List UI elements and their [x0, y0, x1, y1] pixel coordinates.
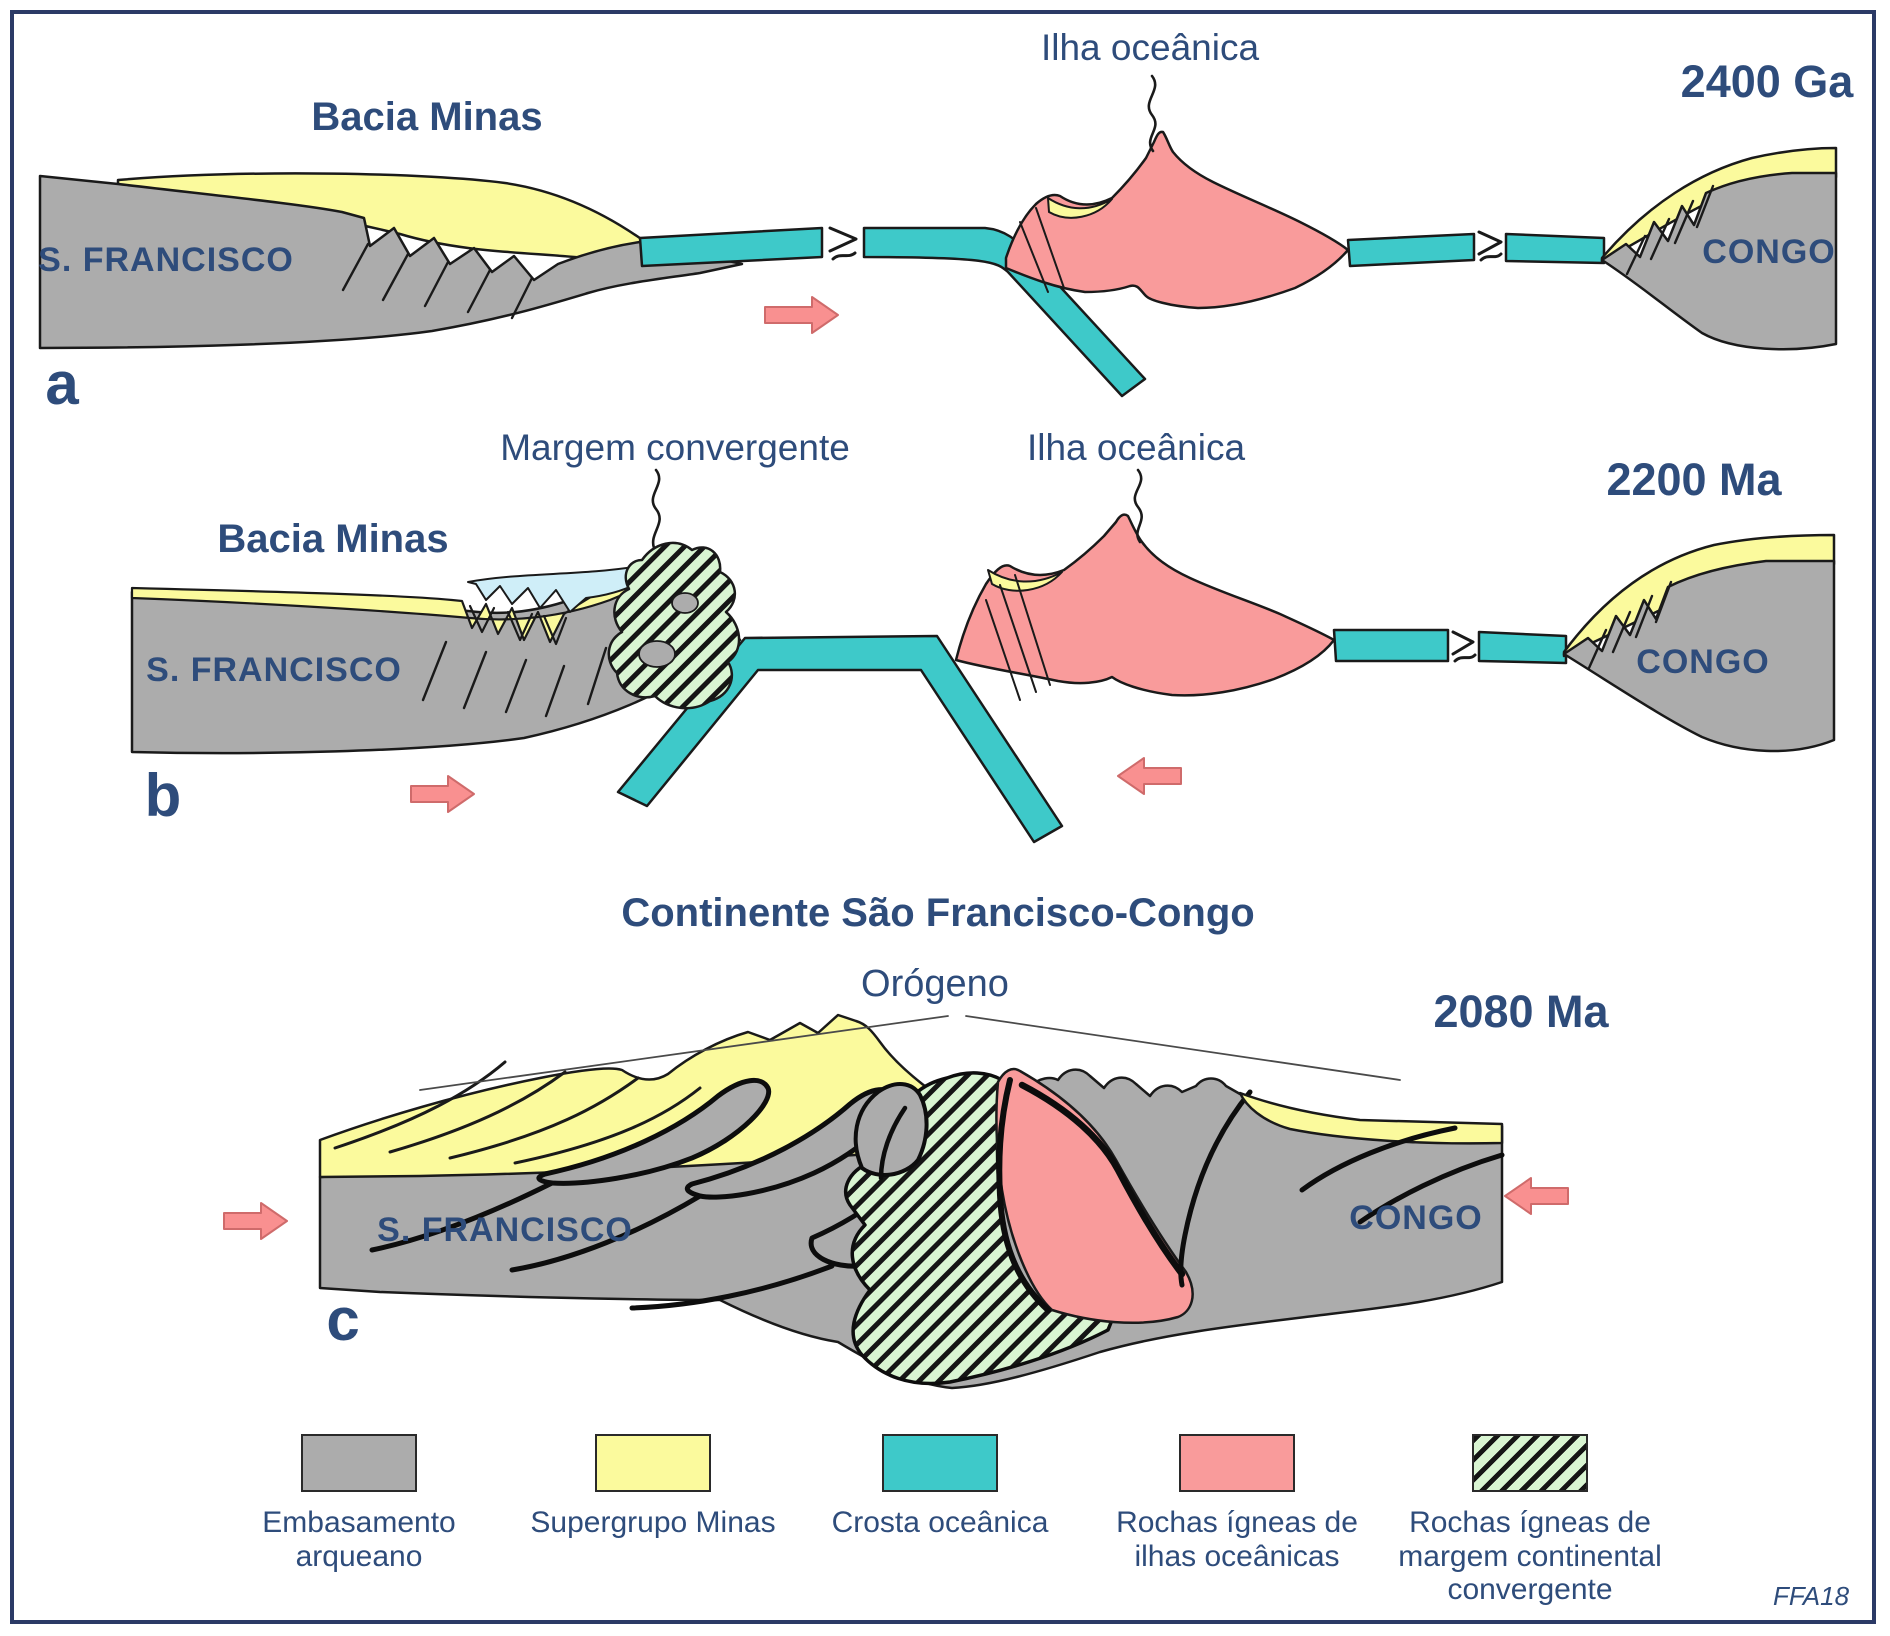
break-symbol-a-left [828, 226, 858, 261]
island-faults-b [985, 574, 1051, 701]
panel-a-basin-label: Bacia Minas [311, 95, 543, 139]
panel-c-orogen-label: Orógeno [861, 963, 1009, 1005]
sf-faults-b [421, 640, 608, 718]
oceanic-island-a [1004, 130, 1350, 310]
congo-thrusts-c [1299, 1125, 1505, 1225]
island-leader-squiggle-b [1133, 468, 1143, 544]
oceanic-crust-a-left [638, 226, 824, 268]
congo-faults-b [1587, 580, 1673, 670]
island-igneous-c [995, 1067, 1194, 1324]
panel-b-right-craton-label: CONGO [1636, 643, 1770, 681]
margin-leader-squiggle-b [651, 468, 661, 550]
island-leader-squiggle-a [1147, 74, 1157, 153]
plate-motion-arrow-left-icon-c [1504, 1177, 1569, 1215]
plate-motion-arrow-right-icon-c [223, 1202, 288, 1240]
panel-b-basin-label: Bacia Minas [217, 517, 449, 561]
panel-b-margin-label: Margem convergente [500, 427, 850, 468]
panel-b-left-craton-label: S. FRANCISCO [146, 651, 402, 689]
legend-item-ilhas: Rochas ígneas de ilhas oceânicas [1097, 1434, 1377, 1573]
panel-a-age-label: 2400 Ga [1680, 56, 1854, 107]
hatched-window-b1 [671, 592, 699, 614]
congo-craton-b [1562, 559, 1836, 753]
legend-label-margem: Rochas ígneas de margem continental conv… [1398, 1506, 1662, 1607]
figure-credit: FFA18 [1772, 1581, 1850, 1611]
legend-item-supergrupo: Supergrupo Minas [513, 1434, 793, 1540]
congo-faults-a [1625, 184, 1715, 276]
panel-b-art [130, 468, 1836, 844]
plate-motion-arrow-right-icon-b [410, 775, 475, 813]
island-minas-cap-a [1047, 197, 1113, 219]
island-minas-cap-b [987, 569, 1063, 592]
oceanic-crust-b-right [1332, 628, 1450, 663]
plate-motion-arrow-left-icon-b [1117, 757, 1182, 795]
panel-b-island-label: Ilha oceânica [1026, 427, 1246, 468]
legend-label-crosta: Crosta oceânica [831, 1506, 1049, 1539]
plate-motion-arrow-right-icon-a [764, 296, 839, 334]
dome-fault-c [878, 1105, 908, 1181]
orogen-leader-lines [419, 1015, 1401, 1091]
legend-swatch-crosta [882, 1434, 998, 1492]
panel-b-age-label: 2200 Ma [1606, 454, 1782, 505]
panel-a-island-label: Ilha oceânica [1040, 27, 1260, 68]
panel-c-right-craton-label: CONGO [1349, 1199, 1483, 1237]
legend-label-embasamento: Embasamento arqueano [262, 1506, 456, 1573]
legend-swatch-embasamento [301, 1434, 417, 1492]
legend-item-margem: Rochas ígneas de margem continental conv… [1390, 1434, 1670, 1607]
legend-item-embasamento: Embasamento arqueano [219, 1434, 499, 1573]
island-faults-a [1019, 207, 1065, 293]
oceanic-crust-a-right2 [1504, 232, 1606, 265]
legend-label-supergrupo: Supergrupo Minas [530, 1506, 776, 1539]
congo-craton-a [1600, 171, 1838, 351]
hatched-window-b2 [638, 640, 676, 668]
panel-a-letter: a [45, 350, 79, 417]
panel-a-art [38, 74, 1838, 398]
oceanic-crust-a-right [1346, 232, 1476, 268]
panel-c-art [223, 1013, 1569, 1390]
panel-b-letter: b [144, 762, 182, 829]
panel-c-title: Continente São Francisco-Congo [621, 891, 1255, 935]
fold-lines-b [468, 604, 568, 646]
panel-a-right-craton-label: CONGO [1702, 233, 1836, 271]
oceanic-crust-b-right2 [1477, 630, 1568, 665]
thrust-lines-c [369, 1180, 835, 1311]
break-symbol-a-right [1477, 230, 1503, 262]
subducting-slab-a [862, 226, 1147, 398]
sf-craton-a [38, 174, 744, 350]
panel-c-letter: c [326, 1286, 360, 1353]
sf-faults-a [341, 242, 534, 320]
legend-item-crosta: Crosta oceânica [800, 1434, 1080, 1540]
oceanic-island-b [954, 513, 1336, 697]
legend-label-ilhas: Rochas ígneas de ilhas oceânicas [1116, 1506, 1358, 1573]
legend-swatch-ilhas [1179, 1434, 1295, 1492]
panel-c-left-craton-label: S. FRANCISCO [377, 1211, 633, 1249]
panel-c-age-label: 2080 Ma [1433, 986, 1609, 1037]
panel-a-left-craton-label: S. FRANCISCO [38, 241, 294, 279]
suture-boundaries-c [996, 1077, 1253, 1313]
legend-swatch-margem [1472, 1434, 1588, 1492]
margin-igneous-hatched-b [607, 541, 741, 710]
break-symbol-b [1451, 630, 1477, 663]
legend-swatch-supergrupo [595, 1434, 711, 1492]
